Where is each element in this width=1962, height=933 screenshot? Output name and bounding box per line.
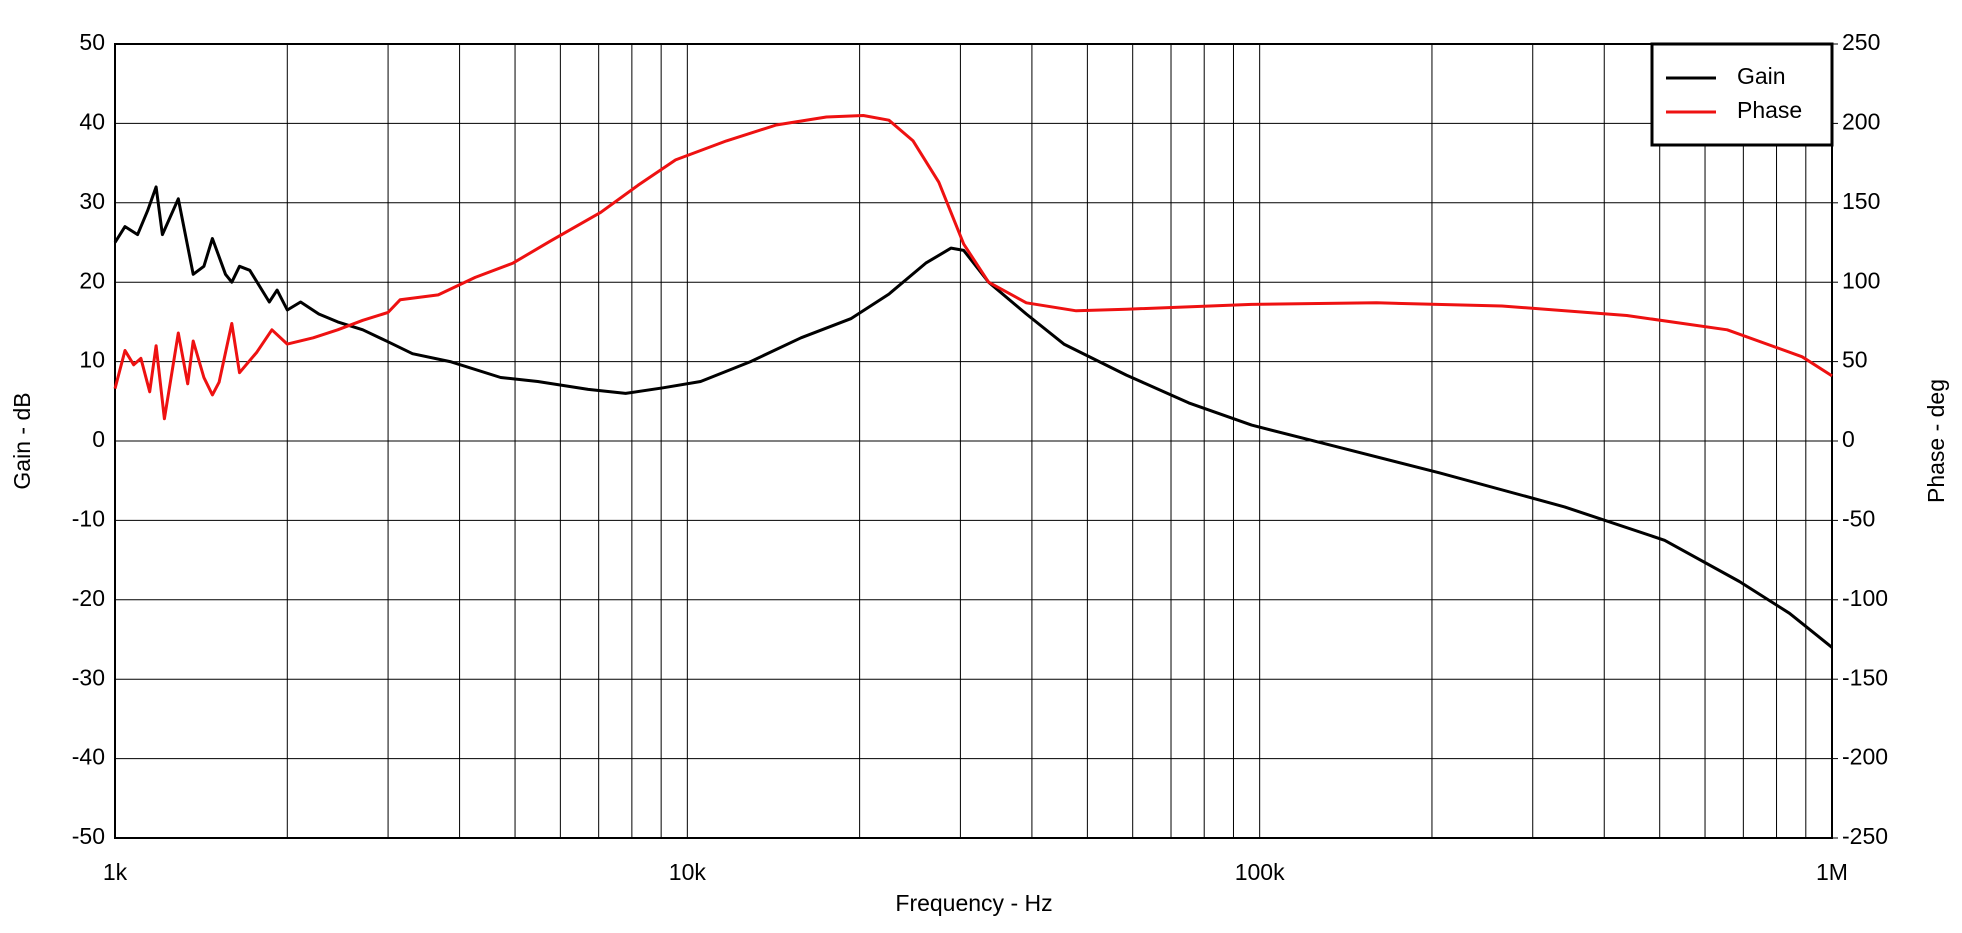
x-tick-label: 1M [1816,859,1848,885]
y2-tick-label: -250 [1842,823,1888,849]
y-tick-label: -10 [72,505,105,531]
series-line [113,185,1833,649]
y-tick-label: -20 [72,585,105,611]
y2-tick-label: 250 [1842,29,1880,55]
y2-tick-label: -100 [1842,585,1888,611]
y2-tick-label: 50 [1842,347,1868,373]
y2-tick-label: 0 [1842,426,1855,452]
y-tick-label: 30 [79,188,105,214]
y-tick-label: 10 [79,347,105,373]
y-tick-label: 0 [92,426,105,452]
y2-tick-label: -150 [1842,664,1888,690]
y2-tick-label: 200 [1842,108,1880,134]
legend-box [1650,42,1834,147]
y-tick-label: -40 [72,744,105,770]
series-line [113,114,1833,421]
legend-label: Phase [1737,97,1802,123]
y-tick-label: 20 [79,267,105,293]
y2-tick-label: -200 [1842,744,1888,770]
x-tick-label: 1k [103,859,128,885]
y2-tick-label: 150 [1842,188,1880,214]
x-axis-label: Frequency - Hz [895,890,1052,916]
y-tick-label: 50 [79,29,105,55]
plot-frame [114,43,1833,839]
legend-label: Gain [1737,63,1786,89]
y-tick-label: -50 [72,823,105,849]
y2-tick-label: -50 [1842,505,1875,531]
y-tick-label: -30 [72,664,105,690]
x-tick-label: 10k [669,859,707,885]
y-axis-label: Gain - dB [9,392,35,489]
x-tick-label: 100k [1235,859,1285,885]
y-tick-label: 40 [79,108,105,134]
y2-axis-label: Phase - deg [1923,379,1949,503]
y2-tick-label: 100 [1842,267,1880,293]
